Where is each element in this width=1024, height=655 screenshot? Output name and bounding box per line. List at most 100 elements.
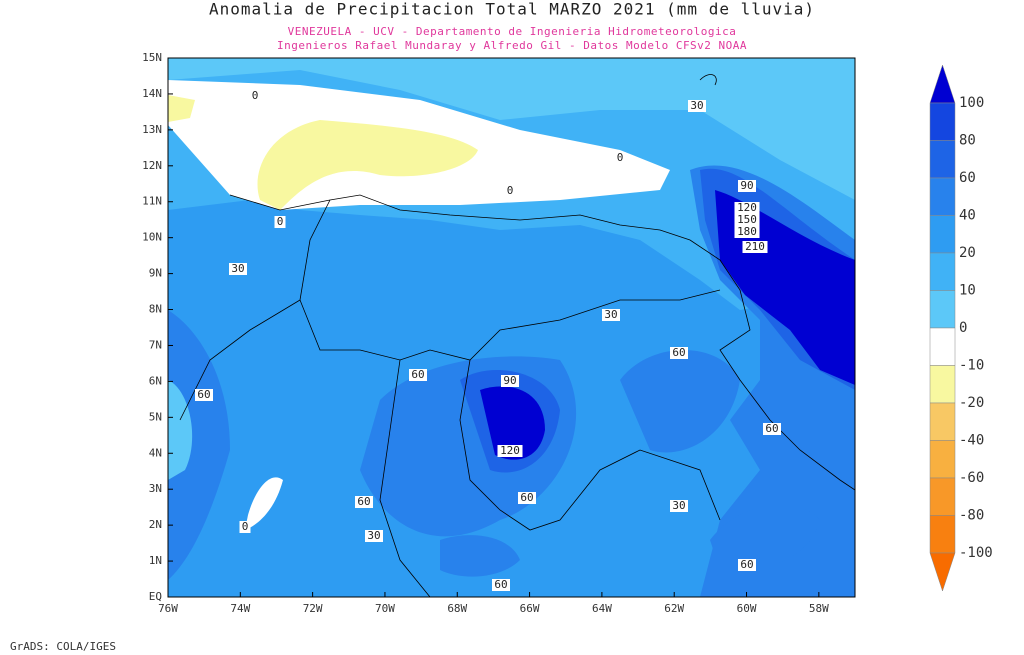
contour-label: 0 [252,89,259,102]
contour-label: 90 [740,179,753,192]
colorbar-label: 20 [959,245,976,261]
contour-label: 30 [690,99,703,112]
contour-label-box [504,185,516,197]
contour-label: 120 [500,444,520,457]
colorbar-swatch [929,552,956,592]
contour-label-box [409,369,427,381]
lat-label: 11N [142,195,162,208]
colorbar-swatch [929,365,956,404]
colorbar-swatch [929,440,956,479]
colorbar-label: 100 [959,95,984,111]
contour-label: 30 [672,499,685,512]
contour-label-box [518,492,536,504]
contour-label: 30 [231,262,244,275]
lat-label: 7N [149,338,162,351]
contour-label-box [497,445,523,457]
contour-label: 90 [503,374,516,387]
lon-label: 64W [592,602,612,615]
subtitle: Ingenieros Rafael Mundaray y Alfredo Gil… [277,39,747,52]
lon-label: 60W [737,602,757,615]
lon-label: 70W [375,602,395,615]
lat-label: 12N [142,159,162,172]
contour-label-box [239,521,251,533]
contour-label-box [249,90,261,102]
plot-frame [167,57,856,598]
contour-label: 0 [242,520,249,533]
lon-label: 68W [447,602,467,615]
lat-label: 10N [142,231,162,244]
colorbar-swatch [929,102,956,141]
colorbar-label: 0 [959,320,967,336]
contour-label-box [688,100,706,112]
lon-label: 62W [664,602,684,615]
colorbar-swatch [929,140,956,179]
contour-label-box [195,389,213,401]
contour-label: 0 [617,151,624,164]
contour-label-box [492,579,510,591]
lat-label: 2N [149,518,162,531]
contour-label: 60 [357,495,370,508]
colorbar-swatch [929,402,956,441]
contour-label: 30 [367,529,380,542]
lon-label: 66W [520,602,540,615]
contour-label-box [738,180,756,192]
contour-label-box [229,263,247,275]
subtitle: VENEZUELA - UCV - Departamento de Ingeni… [288,25,737,38]
contour-label-box [670,347,688,359]
colorbar-label: -60 [959,470,984,486]
contour-label: 210 [745,240,765,253]
colorbar-swatch [929,327,956,366]
contour-label: 60 [765,422,778,435]
map-fields [168,58,855,597]
lat-label: 3N [149,482,162,495]
contour-label-box [355,496,373,508]
lat-label: 15N [142,51,162,64]
colorbar-swatch [929,515,956,554]
lat-label: 4N [149,446,162,459]
lon-label: 72W [303,602,323,615]
contour-label-box [614,152,626,164]
colorbar-label: 60 [959,170,976,186]
title: Anomalia de Precipitacion Total MARZO 20… [209,0,815,19]
contour-label: 60 [197,388,210,401]
contour-label: 60 [740,558,753,571]
colorbar-swatch [929,215,956,254]
colorbar-swatch [929,64,956,104]
colorbar-swatch [929,252,956,291]
contour-label: 60 [520,491,533,504]
contour-label: 0 [277,215,284,228]
lon-label: 58W [809,602,829,615]
lat-label: 14N [142,87,162,100]
contour-label-box [742,241,768,253]
lat-label: 5N [149,410,162,423]
colorbar-label: 10 [959,283,976,299]
contour-label-box [734,226,760,238]
lat-label: 6N [149,374,162,387]
contour-label: 0 [507,184,514,197]
contour-label-box [501,375,519,387]
footer: GrADS: COLA/IGES [10,640,116,653]
contour-label-box [763,423,781,435]
colorbar-label: 80 [959,133,976,149]
lat-label: 8N [149,303,162,316]
contour-label: 60 [411,368,424,381]
colorbar-label: -40 [959,433,984,449]
colorbar-label: -20 [959,395,984,411]
contour-label-box [274,216,286,228]
contour-label: 30 [604,308,617,321]
colorbar-swatch [929,477,956,516]
lat-label: 1N [149,554,162,567]
lat-label: EQ [149,590,162,603]
contour-label-box [670,500,688,512]
contour-label: 120 [737,201,757,214]
contour-label-box [734,214,760,226]
contour-label-box [738,559,756,571]
lon-label: 74W [230,602,250,615]
contour-label: 150 [737,213,757,226]
lon-label: 76W [158,602,178,615]
contour-label-box [602,309,620,321]
lat-label: 13N [142,123,162,136]
contour-label-box [734,202,760,214]
colorbar-label: 40 [959,208,976,224]
